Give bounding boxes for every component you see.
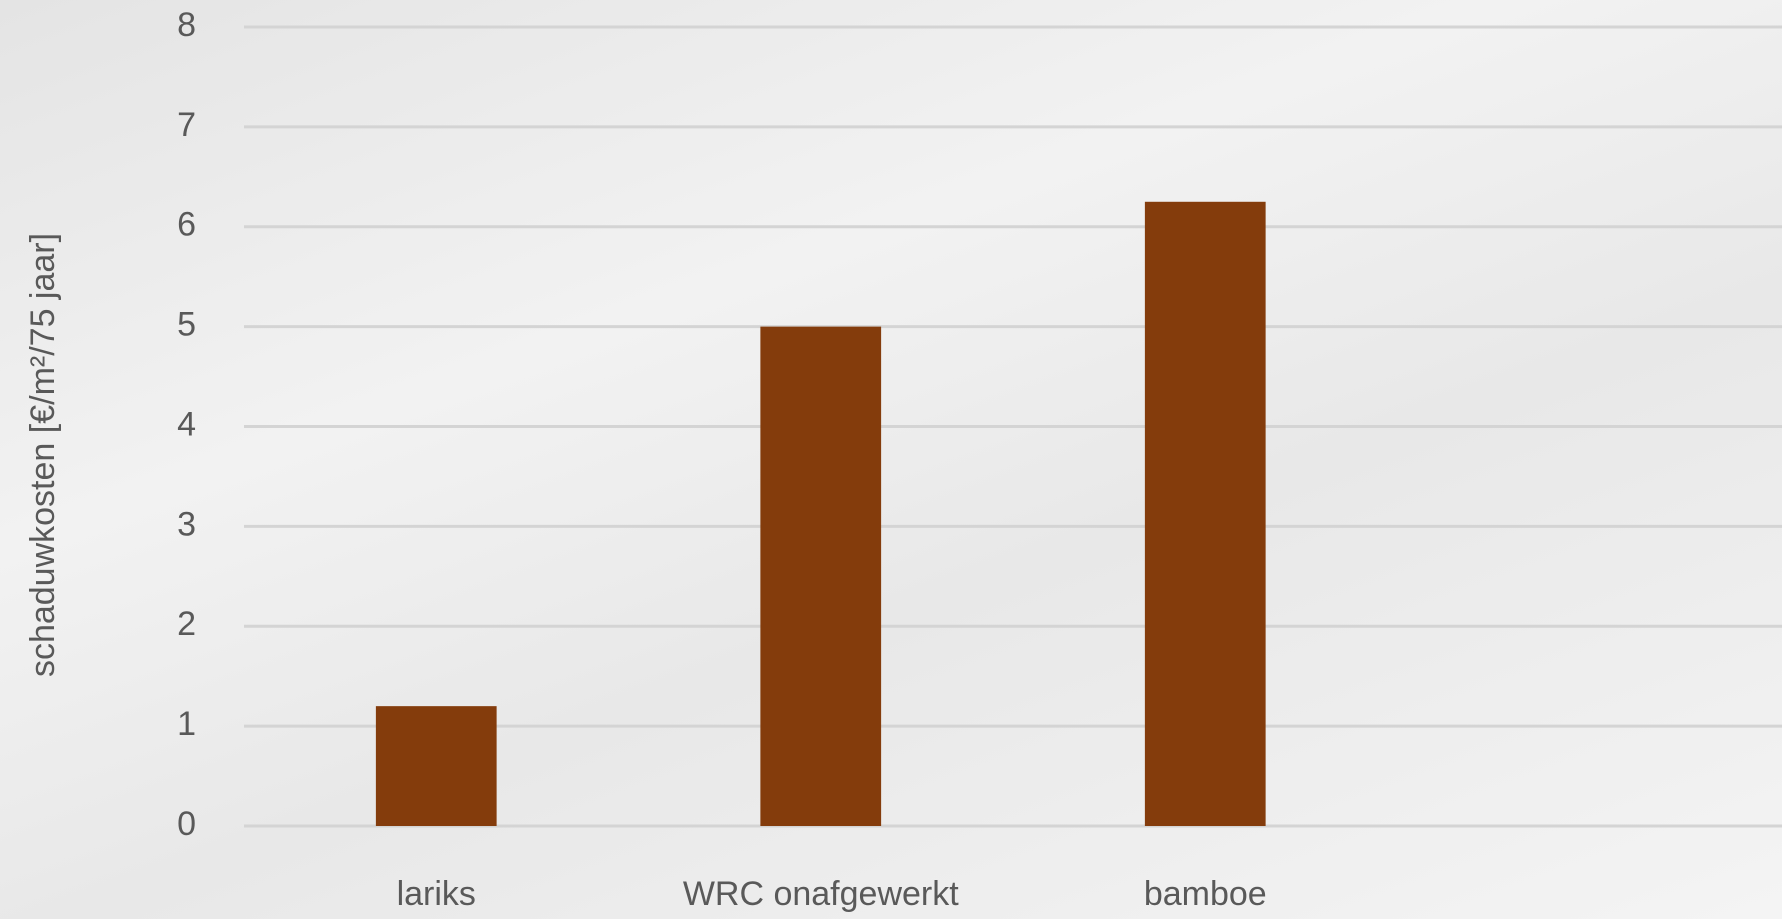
bar — [375, 706, 497, 826]
x-tick-label: WRC onafgewerkt — [683, 875, 959, 913]
y-tick-label: 7 — [177, 106, 196, 144]
y-tick-label: 6 — [177, 206, 196, 244]
x-tick-label: bamboe — [1144, 875, 1267, 913]
x-tick-label: lariks — [397, 875, 476, 913]
y-axis-label: schaduwkosten [€/m²/75 jaar] — [24, 233, 62, 677]
y-tick-label: 3 — [177, 505, 196, 543]
y-tick-label: 2 — [177, 605, 196, 643]
y-tick-label: 8 — [177, 6, 196, 44]
y-tick-label: 4 — [177, 405, 196, 443]
y-tick-label: 0 — [177, 805, 196, 843]
y-tick-label: 1 — [177, 705, 196, 743]
bar — [1144, 201, 1266, 826]
bar — [760, 326, 882, 826]
y-tick-label: 5 — [177, 306, 196, 344]
